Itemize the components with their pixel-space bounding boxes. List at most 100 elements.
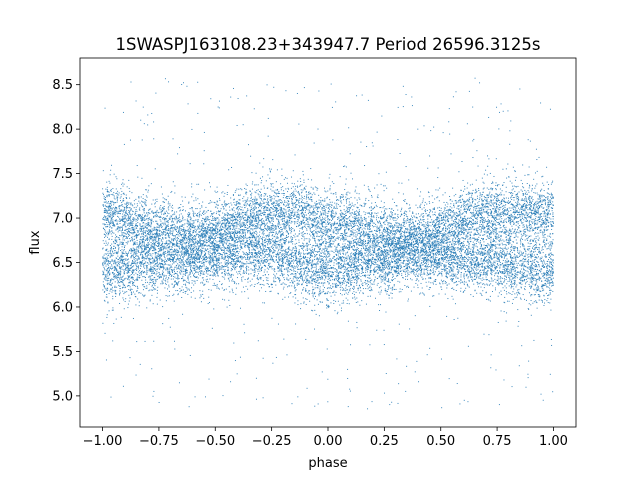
scatter-point [202,244,204,246]
scatter-point [525,207,527,209]
scatter-point [125,259,127,261]
scatter-point [498,184,500,186]
scatter-point [456,236,458,238]
scatter-point [398,224,400,226]
scatter-point [332,218,334,220]
scatter-point [184,249,186,251]
scatter-point [179,243,181,245]
scatter-point [413,286,415,288]
scatter-point [545,275,547,277]
scatter-point [174,280,176,282]
scatter-point [278,199,280,201]
scatter-point [483,211,485,213]
scatter-point [132,211,134,213]
scatter-point [322,264,324,266]
scatter-point [112,216,114,218]
scatter-point [373,268,375,270]
scatter-point [518,216,520,218]
scatter-point [449,195,451,197]
scatter-point [494,273,496,275]
scatter-point [309,271,311,273]
scatter-point [407,238,409,240]
scatter-point [429,155,431,157]
scatter-point [437,216,439,218]
scatter-point [309,207,311,209]
scatter-point [225,242,227,244]
scatter-point [259,270,261,272]
scatter-point [138,244,140,246]
scatter-point [176,251,178,253]
scatter-point [365,247,367,249]
scatter-point [507,268,509,270]
scatter-point [547,270,549,272]
scatter-point [281,230,283,232]
scatter-point [512,228,514,230]
scatter-point [328,177,330,179]
scatter-point [174,235,176,237]
scatter-point [360,141,362,143]
scatter-point [431,211,433,213]
scatter-point [364,214,366,216]
scatter-point [131,224,133,226]
scatter-point [234,191,236,193]
scatter-point [257,193,259,195]
scatter-point [547,229,549,231]
scatter-point [319,250,320,252]
scatter-point [286,259,288,261]
scatter-point [187,221,189,223]
scatter-point [408,208,410,210]
scatter-point [474,264,476,266]
scatter-point [342,196,344,198]
scatter-point [277,216,279,218]
scatter-point [391,234,393,236]
scatter-point [340,238,342,240]
scatter-point [421,232,423,234]
scatter-point [292,194,294,196]
scatter-point [373,237,375,239]
scatter-point [161,281,163,283]
scatter-point [408,219,410,221]
scatter-point [104,291,106,293]
scatter-point [472,237,474,239]
scatter-point [185,247,187,249]
scatter-point [333,206,335,208]
scatter-point [550,289,552,291]
scatter-point [289,253,291,255]
scatter-point [188,215,190,217]
scatter-point [276,188,278,190]
scatter-point [311,292,313,294]
scatter-point [315,273,317,275]
scatter-point [309,226,311,228]
scatter-point [399,264,401,266]
scatter-point [288,246,290,248]
scatter-point [442,283,444,285]
scatter-point [267,264,269,266]
scatter-point [361,205,363,207]
scatter-point [400,234,402,236]
scatter-point [374,238,376,240]
scatter-point [242,209,244,211]
scatter-point [306,250,308,251]
scatter-point [521,277,523,279]
scatter-point [287,200,289,202]
scatter-point [529,281,531,283]
scatter-point [299,206,301,208]
scatter-point [308,252,310,254]
scatter-point [409,229,411,231]
scatter-point [457,208,459,210]
scatter-point [258,196,260,198]
scatter-point [177,153,179,155]
scatter-point [188,259,190,261]
scatter-point [359,254,361,256]
scatter-point [517,214,519,216]
scatter-point [442,255,444,257]
scatter-point [114,240,116,242]
scatter-point [495,229,497,231]
scatter-point [403,271,405,273]
scatter-point [180,289,182,291]
scatter-point [457,232,459,234]
scatter-point [161,254,163,256]
scatter-point [383,229,384,231]
scatter-point [255,230,257,232]
scatter-point [540,189,542,191]
